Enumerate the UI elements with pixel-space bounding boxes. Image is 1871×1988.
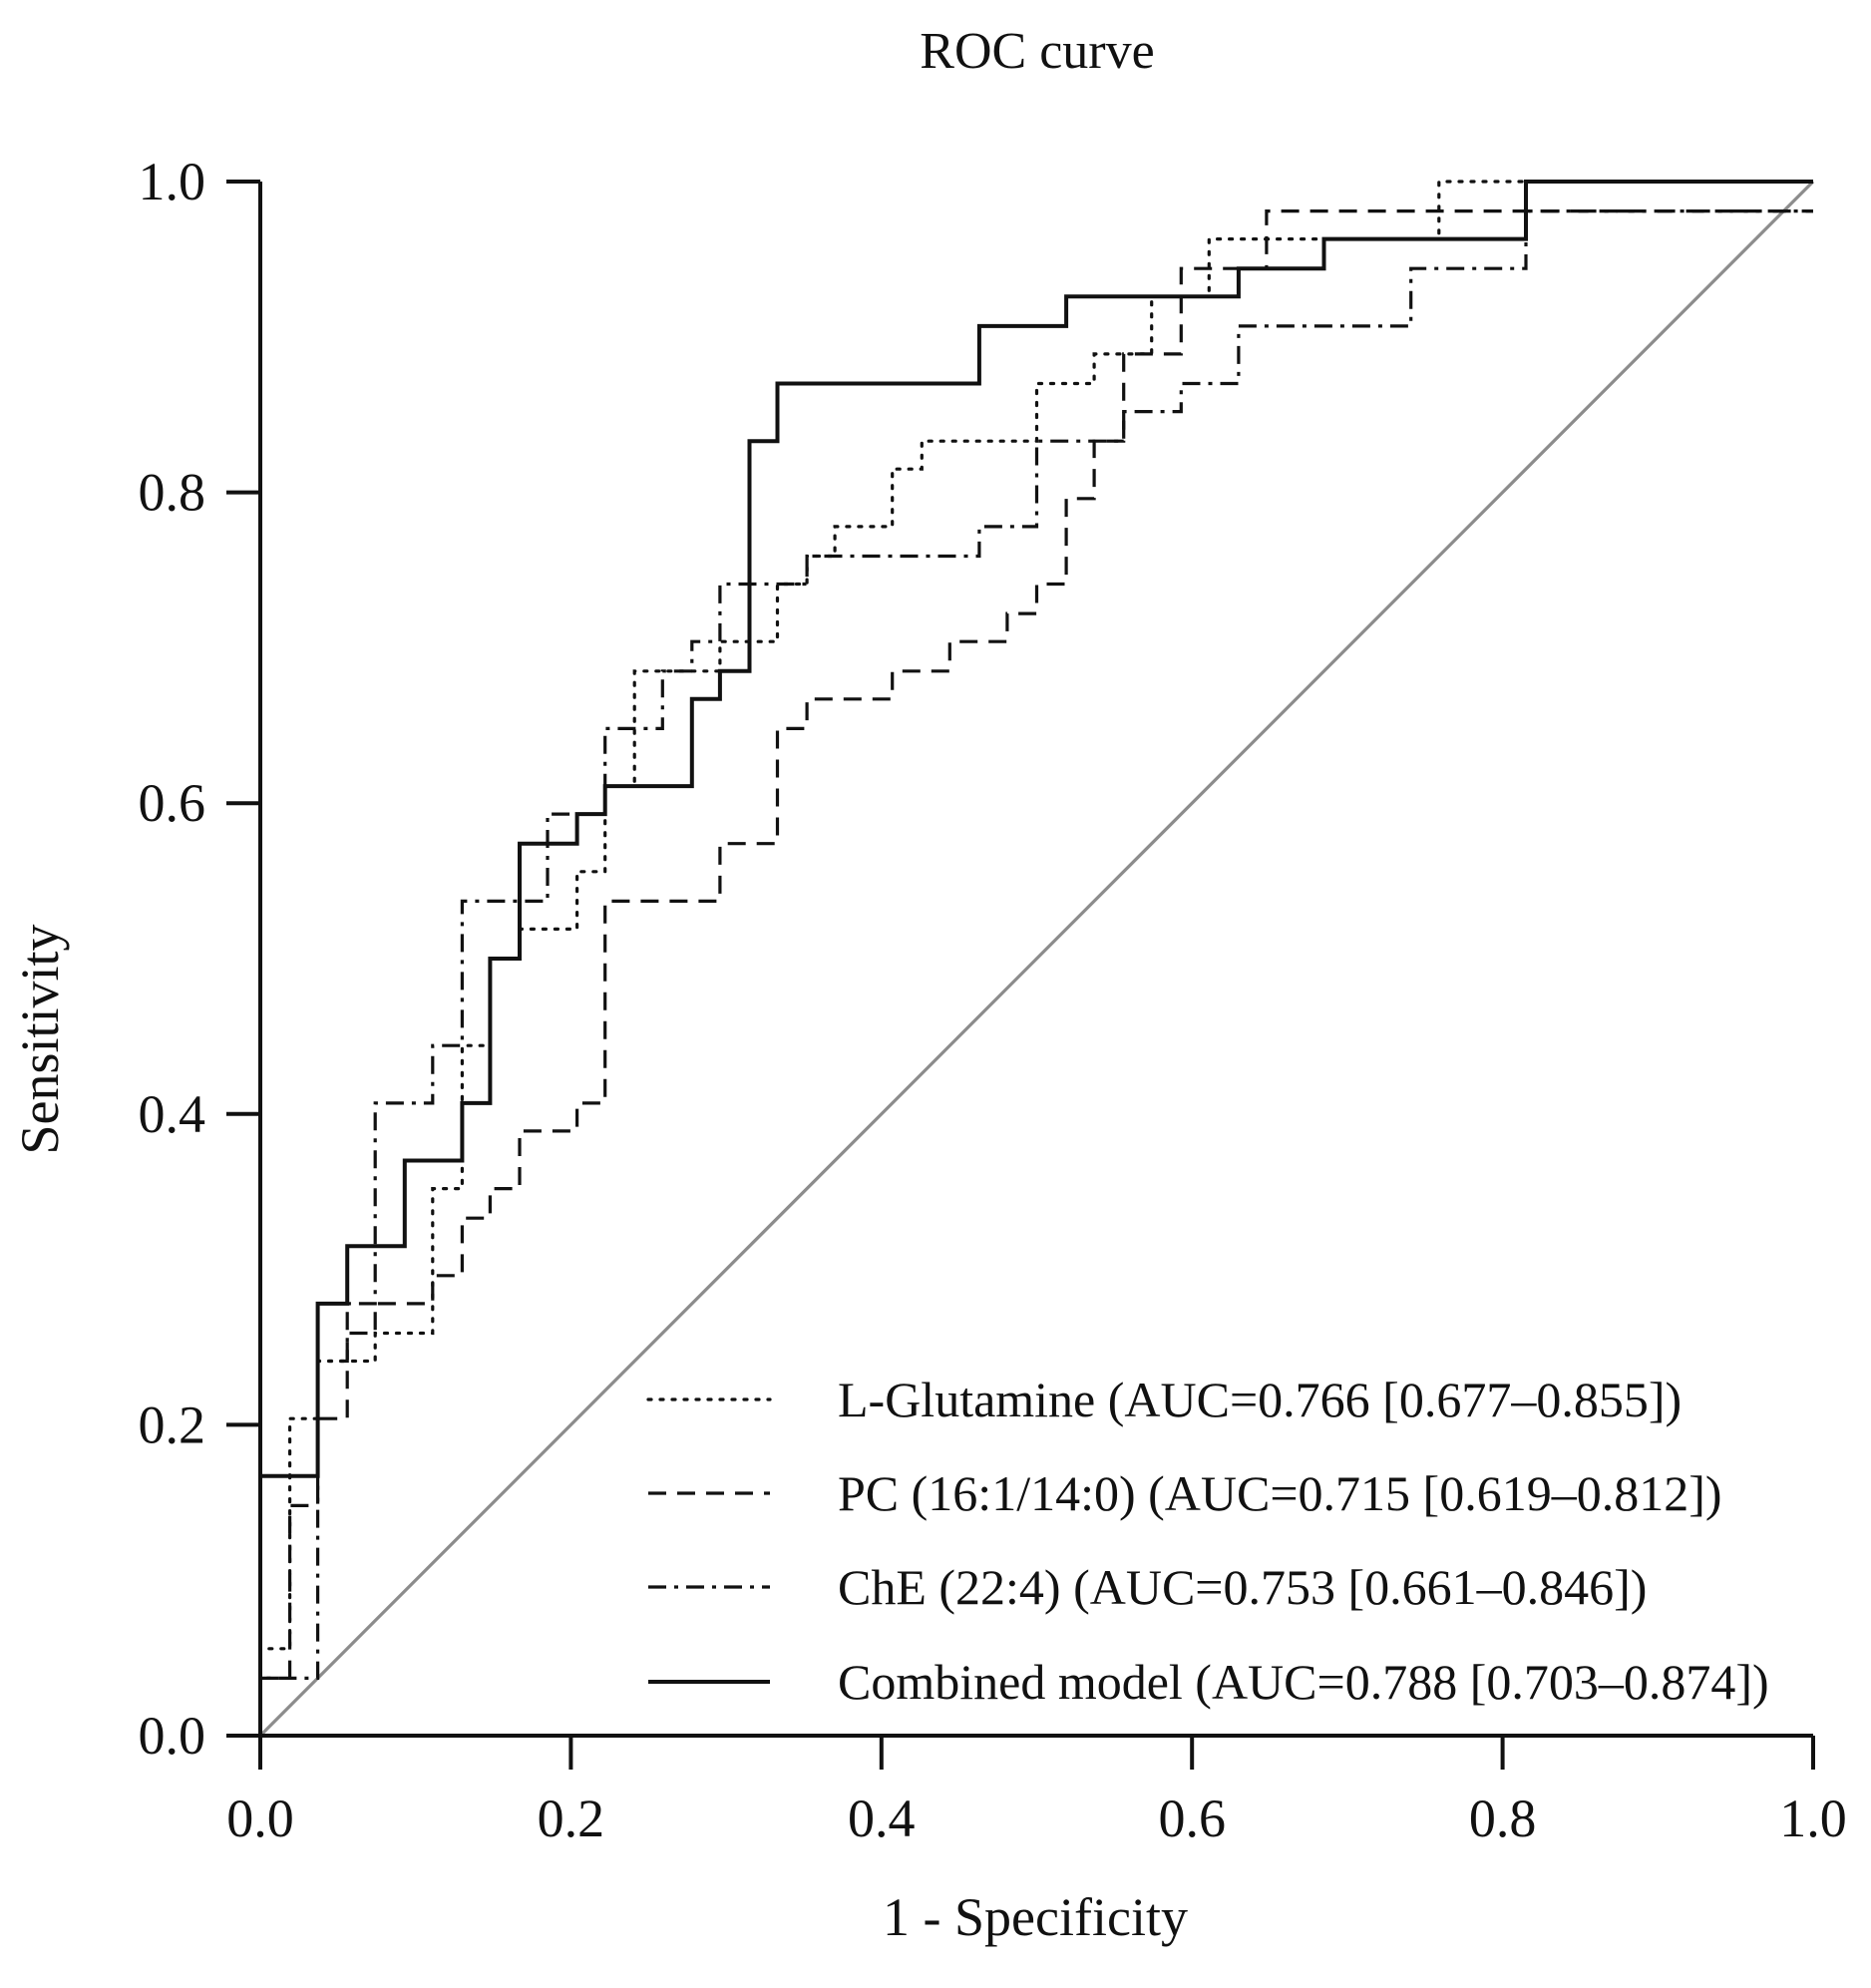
y-tick-label-1: 0.2 — [139, 1394, 206, 1454]
legend-item-pc-16-1-14-0: PC (16:1/14:0) (AUC=0.715 [0.619–0.812]) — [648, 1465, 1722, 1521]
series-line-combined-model — [258, 180, 1813, 1736]
x-tick-label-4: 0.8 — [1469, 1789, 1537, 1848]
y-tick-label-5: 1.0 — [139, 152, 206, 211]
x-tick-label-0: 0.0 — [226, 1789, 294, 1848]
legend-item-che-22-4: ChE (22:4) (AUC=0.753 [0.661–0.846]) — [648, 1559, 1647, 1615]
y-tick-label-4: 0.8 — [139, 463, 206, 523]
series-line-che-22-4 — [258, 209, 1813, 1736]
y-tick-label-0: 0.0 — [139, 1706, 206, 1766]
y-tick-label-2: 0.4 — [139, 1084, 206, 1144]
legend: L-Glutamine (AUC=0.766 [0.677–0.855]) PC … — [646, 1372, 1769, 1710]
series-line-pc-16-1-14-0 — [258, 209, 1813, 1736]
y-tick-label-3: 0.6 — [139, 773, 206, 833]
x-tick-label-2: 0.4 — [848, 1789, 916, 1848]
legend-label-combined-model: Combined model (AUC=0.788 [0.703–0.874]) — [838, 1654, 1769, 1710]
chart-title: ROC curve — [920, 23, 1154, 80]
x-axis-title: 1 - Specificity — [883, 1887, 1188, 1947]
x-tick-label-1: 0.2 — [538, 1789, 605, 1848]
reference-diagonal-line — [258, 180, 1815, 1738]
legend-label-che-22-4: ChE (22:4) (AUC=0.753 [0.661–0.846]) — [838, 1559, 1647, 1615]
x-tick-label-3: 0.6 — [1158, 1789, 1226, 1848]
legend-item-l-glutamine: L-Glutamine (AUC=0.766 [0.677–0.855]) — [646, 1372, 1682, 1427]
legend-label-pc-16-1-14-0: PC (16:1/14:0) (AUC=0.715 [0.619–0.812]) — [838, 1465, 1722, 1521]
plot-area — [258, 180, 1815, 1738]
axes: 0.0 0.0 0.2 0.2 0.4 0.4 0.6 0.6 0.8 0.8 1.0 1.0 — [139, 152, 1847, 1848]
legend-label-l-glutamine: L-Glutamine (AUC=0.766 [0.677–0.855]) — [838, 1372, 1682, 1427]
legend-item-combined-model: Combined model (AUC=0.788 [0.703–0.874]) — [648, 1654, 1769, 1710]
y-axis-title: Sensitivity — [10, 924, 70, 1154]
x-tick-label-5: 1.0 — [1779, 1789, 1847, 1848]
